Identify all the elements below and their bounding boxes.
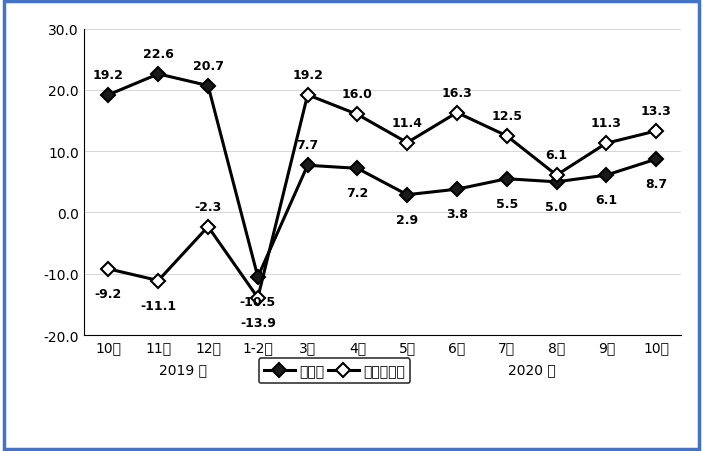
Line: 出口交货值: 出口交货值 bbox=[103, 91, 661, 303]
Text: 19.2: 19.2 bbox=[93, 69, 124, 82]
Text: 2020 年: 2020 年 bbox=[508, 363, 555, 377]
Text: 16.0: 16.0 bbox=[342, 88, 373, 101]
增加值 bbox=[652, 157, 660, 162]
Text: 11.3: 11.3 bbox=[591, 117, 621, 130]
增加值 bbox=[304, 163, 312, 169]
Text: 12.5: 12.5 bbox=[491, 110, 522, 123]
增加值 bbox=[403, 193, 411, 198]
Text: 6.1: 6.1 bbox=[595, 193, 617, 207]
出口交货值 bbox=[204, 224, 212, 230]
Text: 19.2: 19.2 bbox=[292, 69, 323, 82]
Text: 2019 年: 2019 年 bbox=[159, 363, 207, 377]
出口交货值 bbox=[602, 141, 610, 147]
Text: 8.7: 8.7 bbox=[645, 178, 667, 191]
出口交货值 bbox=[453, 110, 461, 116]
出口交货值 bbox=[353, 112, 361, 118]
Text: -9.2: -9.2 bbox=[95, 287, 122, 300]
增加值 bbox=[453, 187, 461, 193]
Text: -13.9: -13.9 bbox=[240, 316, 276, 329]
Text: 5.0: 5.0 bbox=[546, 200, 567, 213]
增加值 bbox=[154, 72, 162, 78]
Text: 5.5: 5.5 bbox=[496, 198, 518, 210]
出口交货值 bbox=[553, 173, 561, 179]
出口交货值 bbox=[154, 278, 162, 284]
Text: -2.3: -2.3 bbox=[195, 200, 221, 213]
Text: 11.4: 11.4 bbox=[392, 116, 423, 129]
Text: 6.1: 6.1 bbox=[546, 149, 567, 162]
Text: 22.6: 22.6 bbox=[143, 48, 174, 61]
增加值 bbox=[503, 177, 511, 182]
Text: 13.3: 13.3 bbox=[640, 105, 671, 118]
增加值 bbox=[353, 166, 361, 172]
Text: -10.5: -10.5 bbox=[240, 295, 276, 308]
出口交货值 bbox=[403, 141, 411, 146]
出口交货值 bbox=[652, 129, 660, 134]
Text: 20.7: 20.7 bbox=[193, 60, 224, 73]
出口交货值 bbox=[254, 295, 262, 301]
出口交货值 bbox=[104, 267, 112, 272]
Legend: 增加值, 出口交货值: 增加值, 出口交货值 bbox=[259, 359, 411, 383]
增加值 bbox=[204, 84, 212, 89]
Text: 2.9: 2.9 bbox=[396, 213, 418, 226]
增加值 bbox=[254, 275, 262, 280]
出口交货值 bbox=[503, 134, 511, 139]
增加值 bbox=[553, 179, 561, 185]
Text: 16.3: 16.3 bbox=[441, 87, 472, 99]
Line: 增加值: 增加值 bbox=[103, 70, 661, 282]
Text: -11.1: -11.1 bbox=[140, 299, 176, 312]
增加值 bbox=[104, 93, 112, 98]
Text: 3.8: 3.8 bbox=[446, 208, 468, 221]
Text: 7.2: 7.2 bbox=[347, 187, 368, 200]
Text: 7.7: 7.7 bbox=[297, 139, 318, 152]
出口交货值 bbox=[304, 93, 312, 98]
增加值 bbox=[602, 173, 610, 179]
